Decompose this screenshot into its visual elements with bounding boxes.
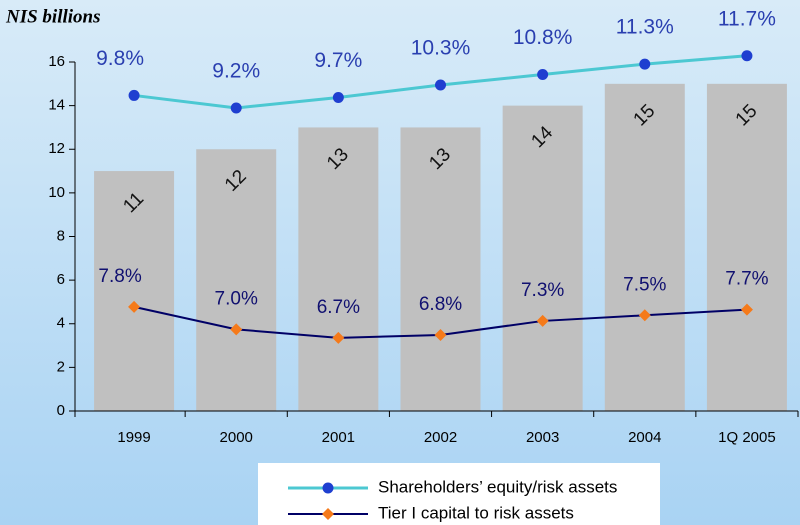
data-label: 7.3% [521, 280, 564, 301]
y-tick-label: 12 [48, 140, 65, 157]
line-marker [435, 79, 446, 91]
x-tick-label: 2003 [526, 429, 559, 446]
bar [604, 83, 685, 411]
line-marker [434, 329, 447, 342]
data-label: 6.8% [419, 294, 462, 315]
legend-marker [322, 508, 334, 520]
data-label: 10.3% [411, 37, 471, 60]
bar [298, 127, 379, 411]
y-tick-label: 2 [57, 358, 65, 375]
bar [196, 149, 277, 411]
y-tick-label: 14 [48, 97, 65, 114]
line-marker [332, 331, 345, 344]
y-tick-label: 6 [57, 271, 65, 288]
bar [94, 171, 175, 411]
line-marker [536, 314, 549, 327]
y-tick-label: 8 [57, 227, 65, 244]
data-label: 9.7% [314, 49, 362, 72]
x-tick-label: 1Q 2005 [718, 429, 776, 446]
chart-title: NIS billions [5, 6, 101, 27]
data-label: 7.0% [215, 288, 258, 309]
line-marker [332, 92, 344, 104]
line-marker [230, 323, 243, 336]
y-tick-label: 10 [48, 184, 65, 201]
data-label: 6.7% [317, 297, 360, 318]
line-marker [741, 50, 753, 62]
line-marker [230, 102, 242, 114]
bar [502, 105, 583, 411]
y-tick-label: 4 [57, 315, 65, 332]
x-tick-label: 2002 [424, 429, 457, 446]
line-marker [740, 303, 753, 316]
line-marker [128, 89, 140, 101]
x-tick-label: 2004 [628, 429, 661, 446]
x-tick-label: 1999 [117, 429, 150, 446]
data-label: 9.8% [96, 47, 144, 70]
line-marker [537, 69, 549, 81]
y-tick-label: 0 [57, 402, 65, 419]
x-tick-label: 2000 [220, 429, 253, 446]
data-label: 9.2% [212, 60, 260, 83]
data-label: 7.7% [725, 269, 768, 290]
line-marker [638, 309, 651, 322]
x-tick-label: 2001 [322, 429, 355, 446]
data-label: 7.8% [98, 266, 141, 287]
y-tick-label: 16 [48, 53, 65, 70]
data-label: 11.7% [718, 7, 776, 30]
line-marker [128, 300, 141, 313]
bar [706, 83, 787, 411]
data-label: 10.8% [513, 26, 573, 49]
line-marker [639, 58, 651, 70]
data-label: 11.3% [616, 16, 674, 39]
legend-label: Shareholders’ equity/risk assets [378, 477, 617, 496]
legend-marker [322, 482, 334, 494]
data-label: 7.5% [623, 274, 666, 295]
bar [400, 127, 481, 411]
legend-label: Tier I capital to risk assets [378, 503, 574, 522]
